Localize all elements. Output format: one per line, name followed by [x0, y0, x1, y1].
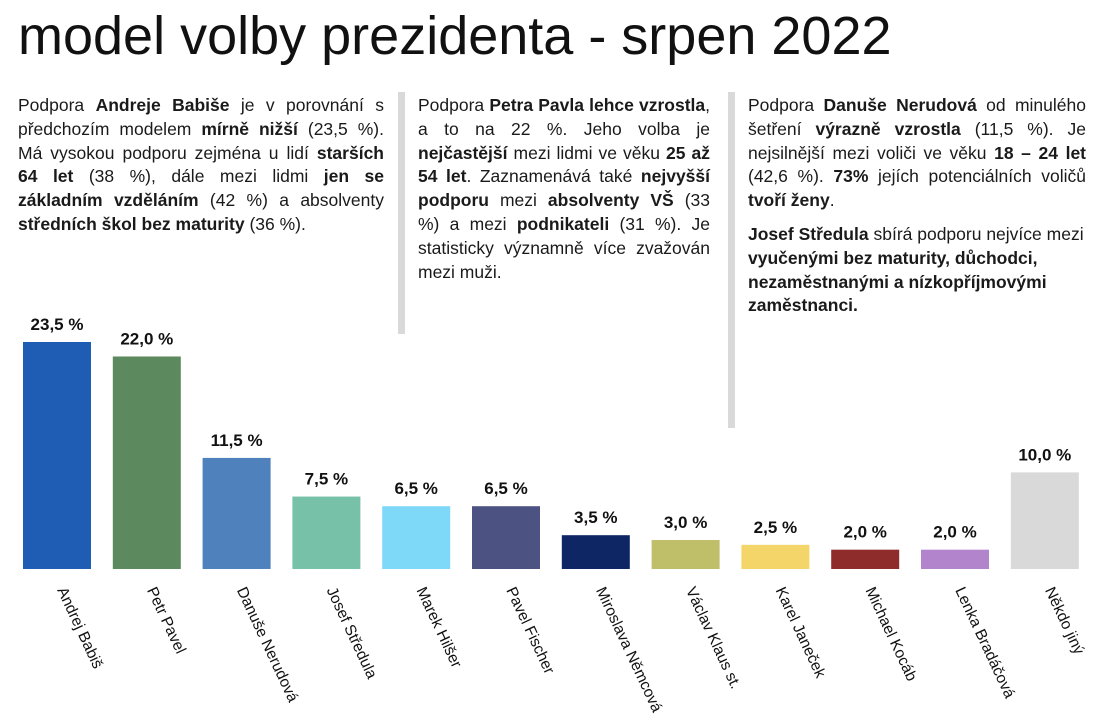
separator [728, 92, 735, 428]
note-bold-text: Danuše Nerudová [823, 95, 977, 115]
chart-title: model volby prezidenta - srpen 2022 [18, 6, 892, 66]
note-text: (33 %) a mezi [418, 190, 710, 234]
note-nerudova-text: Podpora Danuše Nerudová od minulého šetř… [748, 94, 1086, 213]
note-text: Podpora [18, 95, 96, 115]
note-text: Podpora [418, 95, 490, 115]
note-bold-text: Andreje Babiše [95, 95, 230, 115]
bar-value-label: 3,0 % [664, 513, 707, 532]
note-babis-text: Podpora Andreje Babiše je v porovnání s … [18, 94, 384, 237]
bar-value-label: 23,5 % [31, 315, 84, 334]
note-bold-text: tvoří ženy [748, 190, 830, 211]
category-label: Václav Klaus st. [682, 585, 744, 692]
bar-value-label: 2,0 % [933, 523, 976, 542]
note-bold-text: absolventy VŠ [547, 190, 674, 211]
note-bold-text: 73% [833, 166, 869, 187]
bar-1 [23, 341, 91, 569]
bar-7 [561, 535, 630, 569]
note-bold-text: nejčastější [418, 142, 508, 163]
note-text: (31 %). Je statisticky významně více zva… [418, 213, 710, 282]
note-text: (11,5 %). Je nejsilnější mezi voliči ve … [748, 118, 1086, 163]
bar-11 [921, 549, 989, 569]
category-label: Marek Hilšer [413, 585, 465, 671]
note-bold-text: 18 – 24 let [994, 142, 1086, 163]
note-bold-text: starších 64 let [18, 142, 384, 187]
note-pavel-text: Podpora Petra Pavla lehce vzrostla, a to… [418, 94, 710, 284]
bar-5 [382, 506, 451, 569]
separator [398, 92, 405, 334]
bar-value-label: 6,5 % [394, 479, 437, 498]
bar-value-label: 2,5 % [754, 518, 797, 537]
category-label: Miroslava Němcová [592, 585, 665, 716]
note-text: Podpora [748, 95, 824, 115]
note-bold-text: Petra Pavla lehce vzrostla [489, 95, 706, 115]
note-babis: Podpora Andreje Babiše je v porovnání s … [18, 94, 384, 237]
category-label: Někdo jiný [1041, 585, 1087, 658]
category-label: Karel Janeček [772, 585, 829, 681]
note-text: . Zaznamenává také [466, 166, 641, 187]
note-nerudova-stredula: Podpora Danuše Nerudová od minulého šetř… [748, 94, 1086, 318]
bar-4 [292, 496, 361, 569]
note-text: je v porovnání s předchozím modelem [18, 95, 385, 139]
bar-8 [651, 540, 720, 569]
note-text: jejích potenciálních voličů [868, 166, 1086, 187]
note-bold-text: podnikateli [516, 213, 610, 234]
note-text: od minulého šetření [748, 95, 1086, 139]
category-label: Lenka Bradáčová [951, 585, 1018, 702]
bar-value-label: 10,0 % [1018, 445, 1071, 464]
note-text: mezi lidmi ve věku [507, 142, 667, 163]
note-text: , a to na 22 %. Jeho volba je [418, 95, 711, 139]
bar-value-label: 11,5 % [211, 431, 263, 450]
category-label: Petr Pavel [143, 585, 189, 657]
bar-value-label: 7,5 % [305, 470, 348, 489]
note-text: (42,6 %). [748, 166, 834, 187]
category-label: Josef Středula [323, 585, 380, 682]
note-bold-text: vyučenými bez maturity, důchodci, nezamě… [748, 247, 1047, 316]
note-bold-text: jen se základním vzděláním [18, 166, 385, 211]
note-bold-text: mírně nižší [201, 118, 298, 139]
note-text: mezi [488, 190, 548, 211]
bar-value-label: 3,5 % [574, 508, 617, 527]
bar-value-label: 6,5 % [484, 479, 527, 498]
category-label: Michael Kocáb [862, 585, 920, 684]
note-text: (42 %) a absolventy [198, 190, 384, 211]
category-label: Pavel Fischer [502, 585, 557, 677]
note-text: . [829, 190, 835, 211]
note-bold-text: nejvyšší podporu [418, 166, 710, 211]
bar-9 [741, 544, 810, 569]
bar-10 [831, 549, 900, 569]
note-text: sbírá podporu nejvíce mezi [868, 223, 1084, 244]
note-text: (36 %). [244, 213, 306, 234]
note-bold-text: středních škol bez maturity [18, 213, 245, 234]
bar-value-label: 22,0 % [120, 329, 173, 348]
note-stredula-text: Josef Středula sbírá podporu nejvíce mez… [748, 223, 1086, 318]
bar-12 [1010, 472, 1079, 569]
bar-3 [202, 457, 271, 569]
note-bold-text: 25 až 54 let [418, 142, 710, 187]
note-text: (38 %), dále mezi lidmi [73, 166, 324, 187]
bar-value-label: 2,0 % [843, 523, 886, 542]
bar-2 [112, 356, 181, 569]
category-label: Andrej Babiš [53, 585, 106, 672]
category-label: Danuše Nerudová [233, 585, 301, 706]
note-bold-text: výrazně vzrostla [815, 118, 961, 139]
bar-6 [472, 506, 540, 569]
note-pavel: Podpora Petra Pavla lehce vzrostla, a to… [418, 94, 710, 284]
note-text: (23,5 %). Má vysokou podporu zejména u l… [18, 118, 384, 163]
note-bold-text: Josef Středula [748, 223, 869, 244]
